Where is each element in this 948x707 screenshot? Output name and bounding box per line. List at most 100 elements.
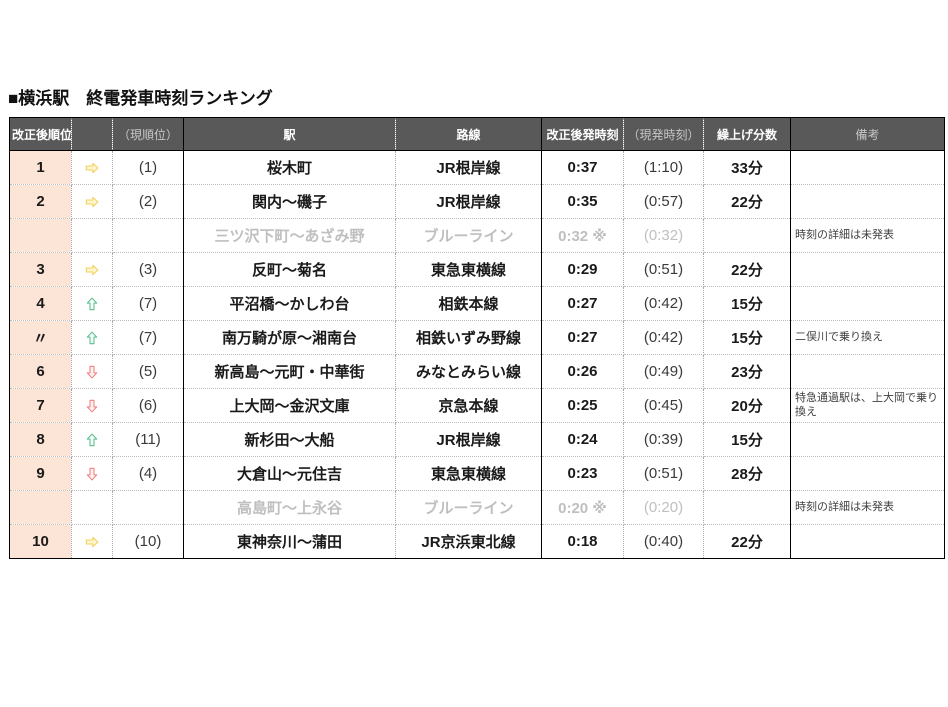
current-time-cell: (0:40) — [623, 524, 704, 559]
new-time-cell: 0:26 — [541, 354, 624, 389]
station-cell: 三ツ沢下町〜あざみ野 — [183, 218, 396, 253]
remarks-cell — [790, 252, 945, 287]
current-time-cell: (0:42) — [623, 286, 704, 321]
trend-cell — [71, 286, 113, 321]
station-cell: 新高島〜元町・中華街 — [183, 354, 396, 389]
rank-cell: 6 — [9, 354, 72, 389]
current-rank-cell: (11) — [112, 422, 184, 457]
current-time-cell: (0:45) — [623, 388, 704, 423]
minutes-cell: 15分 — [703, 286, 791, 321]
header-minutes: 繰上げ分数 — [703, 117, 791, 151]
current-time-cell: (0:39) — [623, 422, 704, 457]
line-cell: 京急本線 — [395, 388, 542, 423]
line-cell: ブルーライン — [395, 218, 542, 253]
minutes-cell: 28分 — [703, 456, 791, 491]
current-time-cell: (0:51) — [623, 456, 704, 491]
table-row: 三ツ沢下町〜あざみ野 ブルーライン 0:32 ※ (0:32) 時刻の詳細は未発… — [9, 218, 945, 253]
minutes-cell: 33分 — [703, 150, 791, 185]
trend-cell — [71, 524, 113, 559]
current-time-cell: (0:57) — [623, 184, 704, 219]
rank-cell: 4 — [9, 286, 72, 321]
minutes-cell: 20分 — [703, 388, 791, 423]
new-time-cell: 0:35 — [541, 184, 624, 219]
minutes-cell: 23分 — [703, 354, 791, 389]
current-time-cell: (0:20) — [623, 490, 704, 525]
rank-cell: 2 — [9, 184, 72, 219]
down-arrow-icon — [85, 399, 99, 413]
remarks-cell — [790, 354, 945, 389]
table-row: 3 (3) 反町〜菊名 東急東横線 0:29 (0:51) 22分 — [9, 252, 945, 287]
remarks-cell — [790, 286, 945, 321]
current-rank-cell: (1) — [112, 150, 184, 185]
station-cell: 反町〜菊名 — [183, 252, 396, 287]
minutes-cell: 22分 — [703, 524, 791, 559]
up-arrow-icon — [85, 433, 99, 447]
station-cell: 大倉山〜元住吉 — [183, 456, 396, 491]
remarks-cell: 時刻の詳細は未発表 — [790, 490, 945, 525]
current-rank-cell: (7) — [112, 320, 184, 355]
remarks-cell — [790, 184, 945, 219]
header-remarks: 備考 — [790, 117, 945, 151]
header-row: 改正後順位 （現順位） 駅 路線 改正後発時刻 （現発時刻） 繰上げ分数 備考 — [9, 117, 945, 151]
current-time-cell: (0:51) — [623, 252, 704, 287]
current-time-cell: (0:42) — [623, 320, 704, 355]
remarks-cell: 時刻の詳細は未発表 — [790, 218, 945, 253]
trend-cell — [71, 388, 113, 423]
trend-cell — [71, 150, 113, 185]
up-arrow-icon — [85, 331, 99, 345]
current-time-cell: (0:32) — [623, 218, 704, 253]
rank-cell: 〃 — [9, 320, 72, 355]
header-new-time: 改正後発時刻 — [541, 117, 624, 151]
new-time-cell: 0:32 ※ — [541, 218, 624, 253]
station-cell: 平沼橋〜かしわ台 — [183, 286, 396, 321]
right-arrow-icon — [85, 161, 99, 175]
rank-cell — [9, 218, 72, 253]
header-line: 路線 — [395, 117, 542, 151]
header-current-time: （現発時刻） — [623, 117, 704, 151]
table-row: 9 (4) 大倉山〜元住吉 東急東横線 0:23 (0:51) 28分 — [9, 456, 945, 491]
line-cell: みなとみらい線 — [395, 354, 542, 389]
station-cell: 東神奈川〜蒲田 — [183, 524, 396, 559]
station-cell: 南万騎が原〜湘南台 — [183, 320, 396, 355]
current-rank-cell: (5) — [112, 354, 184, 389]
remarks-cell — [790, 456, 945, 491]
down-arrow-icon — [85, 467, 99, 481]
up-arrow-icon — [85, 297, 99, 311]
line-cell: ブルーライン — [395, 490, 542, 525]
line-cell: 相鉄本線 — [395, 286, 542, 321]
new-time-cell: 0:23 — [541, 456, 624, 491]
header-station: 駅 — [183, 117, 396, 151]
right-arrow-icon — [85, 535, 99, 549]
current-rank-cell — [112, 218, 184, 253]
table-row: 1 (1) 桜木町 JR根岸線 0:37 (1:10) 33分 — [9, 150, 945, 185]
trend-cell — [71, 354, 113, 389]
rank-cell: 3 — [9, 252, 72, 287]
remarks-cell — [790, 422, 945, 457]
minutes-cell — [703, 218, 791, 253]
table-row: 4 (7) 平沼橋〜かしわ台 相鉄本線 0:27 (0:42) 15分 — [9, 286, 945, 321]
current-rank-cell: (2) — [112, 184, 184, 219]
table-row: 8 (11) 新杉田〜大船 JR根岸線 0:24 (0:39) 15分 — [9, 422, 945, 457]
current-rank-cell: (7) — [112, 286, 184, 321]
table-row: 6 (5) 新高島〜元町・中華街 みなとみらい線 0:26 (0:49) — [9, 354, 945, 389]
page-title: ■横浜駅 終電発車時刻ランキング — [8, 89, 273, 108]
rank-cell: 8 — [9, 422, 72, 457]
remarks-cell: 二俣川で乗り換え — [790, 320, 945, 355]
remarks-cell — [790, 524, 945, 559]
minutes-cell: 22分 — [703, 184, 791, 219]
minutes-cell: 15分 — [703, 422, 791, 457]
new-time-cell: 0:18 — [541, 524, 624, 559]
rank-cell — [9, 490, 72, 525]
minutes-cell — [703, 490, 791, 525]
rank-cell: 1 — [9, 150, 72, 185]
right-arrow-icon — [85, 263, 99, 277]
new-time-cell: 0:27 — [541, 286, 624, 321]
header-current-rank: （現順位） — [112, 117, 184, 151]
station-cell: 上大岡〜金沢文庫 — [183, 388, 396, 423]
current-rank-cell: (4) — [112, 456, 184, 491]
minutes-cell: 15分 — [703, 320, 791, 355]
right-arrow-icon — [85, 195, 99, 209]
table-row: 高島町〜上永谷 ブルーライン 0:20 ※ (0:20) 時刻の詳細は未発表 — [9, 490, 945, 525]
current-rank-cell: (10) — [112, 524, 184, 559]
